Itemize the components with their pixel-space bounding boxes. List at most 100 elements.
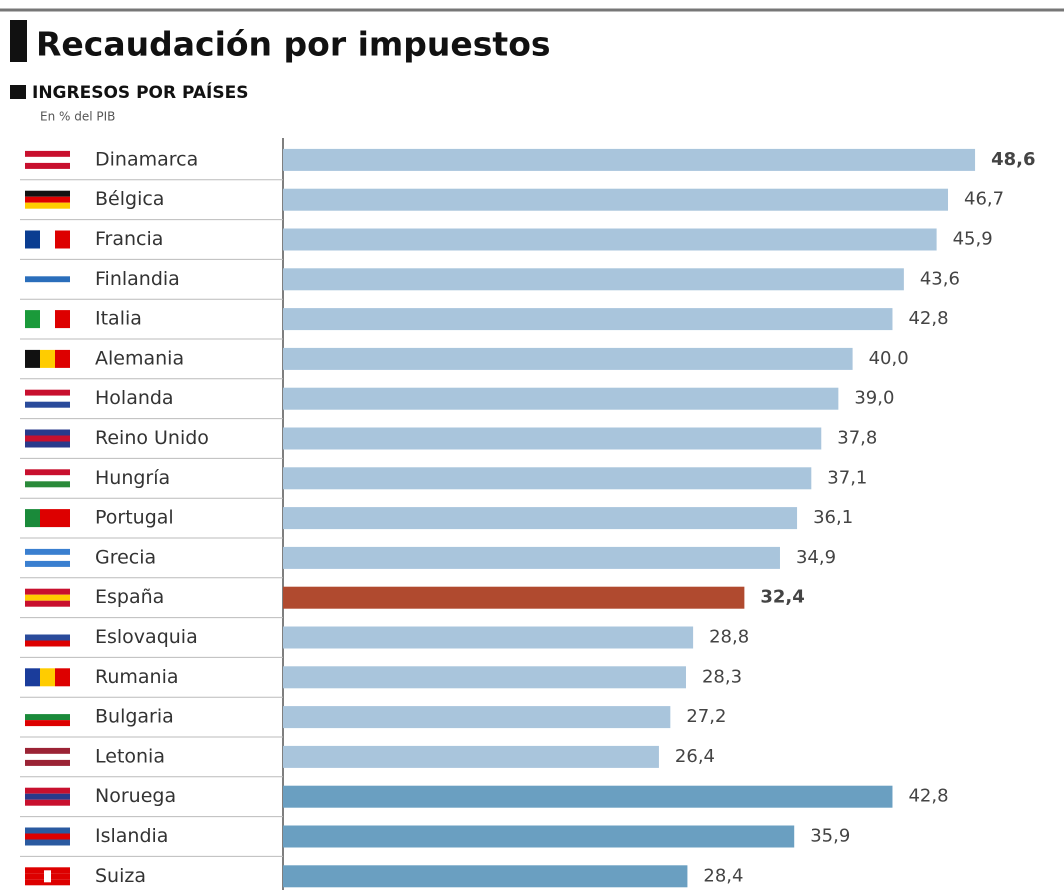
value-label: 34,9: [796, 547, 836, 568]
category-label: Francia: [95, 228, 163, 250]
bar: [283, 745, 659, 768]
flag-part: [25, 759, 70, 766]
bar: [283, 308, 893, 331]
flag-part: [25, 401, 70, 408]
bar: [283, 785, 893, 808]
category-label: Hungría: [95, 467, 170, 489]
flag-part: [25, 509, 40, 528]
value-label: 35,9: [810, 826, 850, 847]
bar: [283, 347, 853, 370]
flag-part: [25, 640, 70, 647]
flag-part: [25, 389, 70, 396]
flag-part: [40, 509, 55, 528]
flag-part: [40, 668, 55, 687]
flag-part: [40, 349, 55, 368]
category-label: Portugal: [95, 507, 174, 529]
value-label: 37,1: [827, 467, 867, 488]
flag-part: [25, 270, 70, 277]
flag-part: [25, 429, 70, 436]
bar: [283, 666, 686, 689]
category-label: Suiza: [95, 865, 146, 887]
bar: [283, 268, 904, 291]
value-label: 45,9: [953, 229, 993, 250]
bar: [283, 467, 812, 490]
flag-part: [25, 708, 70, 715]
value-label: 42,8: [908, 786, 948, 807]
value-label: 37,8: [837, 428, 877, 449]
flag-part: [25, 554, 70, 561]
value-label: 39,0: [854, 388, 894, 409]
value-label: 28,3: [702, 666, 742, 687]
category-label: Eslovaquia: [95, 626, 198, 648]
flag-part: [55, 509, 70, 528]
value-label: 28,4: [703, 865, 743, 886]
flag-part: [25, 282, 70, 289]
flag-part: [25, 799, 70, 806]
value-label: 36,1: [813, 507, 853, 528]
bar: [283, 865, 688, 888]
category-label: España: [95, 586, 164, 608]
title-block: [10, 20, 27, 62]
bar: [283, 546, 780, 569]
flag-part: [55, 310, 70, 329]
value-label: 42,8: [908, 308, 948, 329]
category-label: Bélgica: [95, 188, 164, 210]
flag-part: [25, 230, 40, 249]
flag-part: [25, 441, 70, 448]
flag-part: [25, 475, 70, 482]
flag-part: [25, 150, 70, 157]
category-label: Italia: [95, 308, 142, 330]
bar: [283, 387, 839, 410]
value-label: 48,6: [991, 149, 1035, 170]
category-label: Dinamarca: [95, 148, 198, 170]
value-label: 32,4: [760, 587, 804, 608]
bar: [283, 148, 976, 171]
flag-part: [25, 548, 70, 555]
flag-part: [25, 628, 70, 635]
flag-part: [25, 276, 70, 283]
category-label: Islandia: [95, 825, 168, 847]
flag-part: [25, 839, 70, 846]
value-label: 46,7: [964, 189, 1004, 210]
bar: [283, 228, 937, 251]
flag-part: [55, 349, 70, 368]
flag-part: [25, 668, 40, 687]
flag-part: [25, 156, 70, 163]
flag-part: [25, 720, 70, 727]
flag-part: [44, 870, 51, 883]
bar: [283, 626, 694, 649]
flag-part: [25, 594, 70, 601]
bar: [283, 706, 671, 729]
flag-part: [55, 668, 70, 687]
flag-part: [25, 395, 70, 402]
flag-part: [25, 435, 70, 442]
category-label: Letonia: [95, 745, 165, 767]
category-label: Bulgaria: [95, 706, 174, 728]
chart-title: Recaudación por impuestos: [36, 25, 551, 64]
flag-part: [25, 162, 70, 169]
bar: [283, 586, 745, 609]
flag-part: [25, 349, 40, 368]
flag-part: [25, 714, 70, 721]
flag-part: [25, 469, 70, 476]
bar: [283, 427, 822, 450]
subtitle-square: [10, 85, 26, 99]
flag-part: [25, 310, 40, 329]
chart-subtitle: INGRESOS POR PAÍSES: [32, 81, 248, 103]
unit-label: En % del PIB: [40, 110, 115, 124]
value-label: 28,8: [709, 627, 749, 648]
flag-part: [25, 202, 70, 209]
flag-part: [25, 793, 70, 800]
flag-part: [25, 787, 70, 794]
category-label: Noruega: [95, 785, 176, 807]
flag-part: [40, 230, 55, 249]
flag-part: [25, 588, 70, 595]
flag-part: [25, 600, 70, 607]
flag-part: [25, 753, 70, 760]
category-label: Rumania: [95, 666, 179, 688]
category-label: Grecia: [95, 546, 156, 568]
bar: [283, 188, 949, 211]
category-label: Alemania: [95, 347, 184, 369]
